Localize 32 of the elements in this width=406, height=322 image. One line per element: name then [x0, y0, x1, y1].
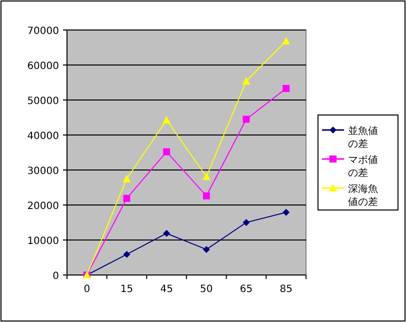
- x-tick-label: 45: [160, 284, 173, 295]
- point: [282, 208, 290, 216]
- x-tick-label: 0: [84, 284, 90, 295]
- y-tick-label: 70000: [27, 26, 59, 37]
- point: [122, 174, 131, 182]
- point: [163, 230, 170, 237]
- point: [282, 84, 290, 92]
- y-tick-label: 0: [52, 271, 59, 282]
- legend-label: 深海魚値の差: [348, 183, 378, 208]
- point: [162, 116, 171, 124]
- x-tick-label: 65: [240, 284, 253, 295]
- y-tick-label: 60000: [27, 61, 59, 72]
- point: [123, 250, 130, 258]
- point: [123, 194, 130, 202]
- point: [202, 246, 210, 253]
- y-tick-label: 40000: [27, 131, 59, 142]
- y-tick-label: 10000: [27, 236, 59, 247]
- x-tick-label: 85: [280, 284, 292, 295]
- x-tick-label: 15: [120, 284, 134, 295]
- point: [202, 172, 210, 180]
- point: [242, 77, 250, 85]
- point: [242, 219, 250, 226]
- y-tick-label: 50000: [27, 96, 59, 107]
- point: [242, 116, 250, 123]
- legend-label: 並魚値の差: [348, 125, 378, 150]
- y-tick-label: 30000: [27, 166, 59, 177]
- y-tick-label: 20000: [27, 201, 59, 212]
- point: [282, 36, 290, 44]
- point: [202, 192, 210, 200]
- point: [163, 148, 170, 156]
- x-tick-label: 50: [200, 284, 213, 295]
- legend-label: マボ値の差: [348, 154, 378, 179]
